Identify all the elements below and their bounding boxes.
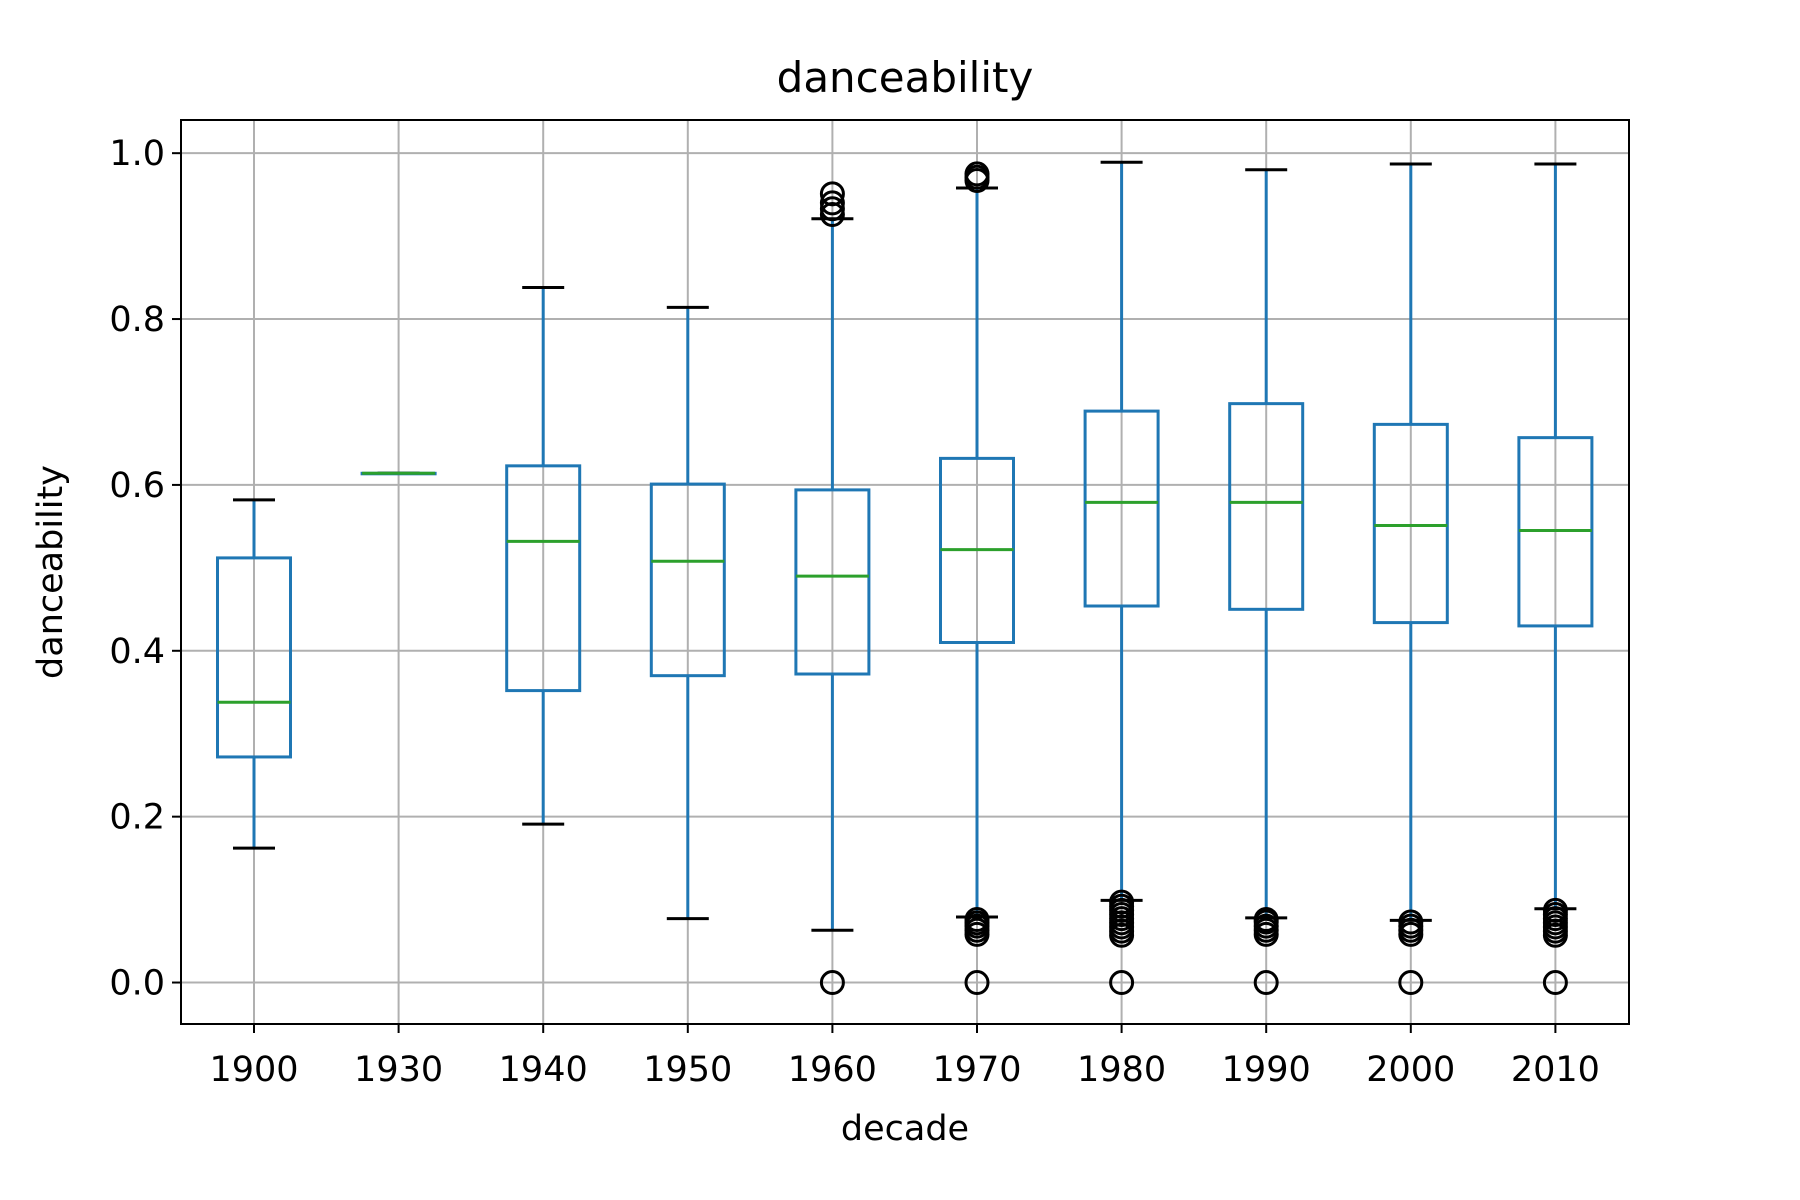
x-tick-label: 2010 <box>1511 1050 1600 1090</box>
outlier-point <box>964 907 990 933</box>
outlier-point <box>1109 970 1135 996</box>
x-tick-label: 2000 <box>1366 1050 1455 1090</box>
outlier-point <box>964 970 990 996</box>
box-1990 <box>1228 168 1305 996</box>
outlier-point <box>1542 970 1568 996</box>
iqr-box <box>505 464 582 693</box>
y-tick-label: 0.0 <box>109 964 165 1004</box>
outlier-point <box>964 161 990 187</box>
y-tick-label: 0.4 <box>109 632 165 672</box>
y-tick-label: 0.2 <box>109 798 165 838</box>
x-tick-label: 1990 <box>1222 1050 1311 1090</box>
iqr-box <box>794 488 871 676</box>
box-1940 <box>505 286 582 826</box>
outlier-point <box>1398 909 1424 935</box>
iqr-box <box>649 482 726 678</box>
box-1900 <box>216 498 292 850</box>
iqr-box <box>1083 409 1160 608</box>
box-2000 <box>1372 162 1449 996</box>
x-axis-label: decade <box>841 1109 969 1149</box>
outlier-point <box>819 181 845 207</box>
x-tick-label: 1980 <box>1077 1050 1166 1090</box>
plot-frame <box>180 119 1630 1025</box>
outlier-point <box>1253 907 1279 933</box>
box-1960 <box>794 181 871 996</box>
x-tick-label: 1900 <box>209 1050 298 1090</box>
iqr-box <box>216 556 292 759</box>
x-tick-label: 1950 <box>643 1050 732 1090</box>
x-tick-label: 1930 <box>354 1050 443 1090</box>
outlier-point <box>1253 970 1279 996</box>
box-1970 <box>939 161 1015 996</box>
box-1950 <box>649 305 726 921</box>
chart-title: danceability <box>777 53 1034 102</box>
outlier-point <box>819 190 845 216</box>
iqr-box <box>1372 422 1449 625</box>
box-1930 <box>360 471 437 476</box>
y-tick-label: 1.0 <box>109 134 165 174</box>
x-tick-label: 1970 <box>932 1050 1021 1090</box>
y-tick-label: 0.6 <box>109 466 165 506</box>
outlier-point <box>1398 970 1424 996</box>
y-tick-label: 0.8 <box>109 300 165 340</box>
outlier-point <box>819 970 845 996</box>
x-tick-label: 1960 <box>788 1050 877 1090</box>
iqr-box <box>1228 402 1305 611</box>
outlier-point <box>1542 897 1568 923</box>
box-2010 <box>1517 162 1594 996</box>
box-series <box>216 160 1594 996</box>
outlier-point <box>1109 889 1135 915</box>
axis-ticks: 0.0 0.2 0.4 0.6 0.8 1.0 1900 1930 1940 1950 1960 19… <box>109 134 1600 1090</box>
y-axis-label: danceability <box>31 465 71 679</box>
box-1980 <box>1083 160 1160 996</box>
x-tick-label: 1940 <box>499 1050 588 1090</box>
